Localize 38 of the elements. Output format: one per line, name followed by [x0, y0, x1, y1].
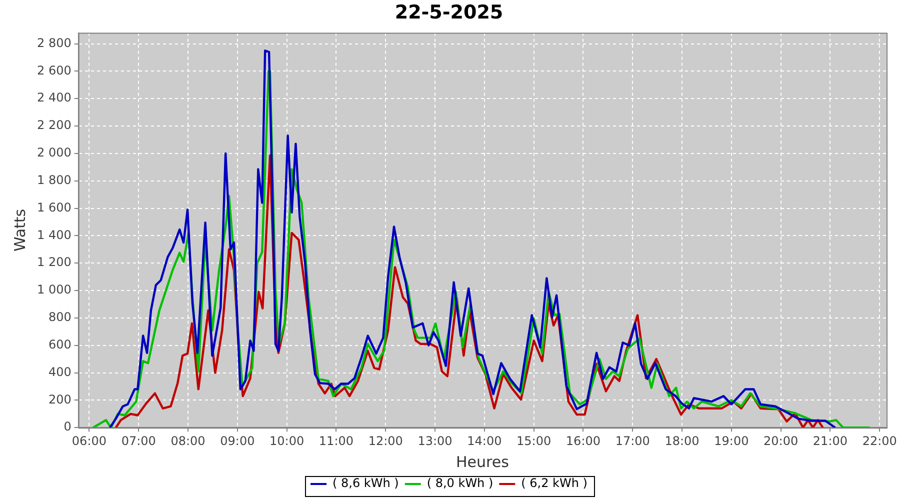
x-tick-label: 17:00: [615, 434, 650, 448]
x-tick-label: 12:00: [368, 434, 403, 448]
x-tick-label: 15:00: [516, 434, 552, 448]
x-tick-label: 11:00: [318, 434, 354, 448]
x-tick-label: 20:00: [764, 434, 798, 448]
legend-label: ( 6,2 kWh ): [521, 476, 588, 490]
y-tick-label: 2 800: [36, 36, 72, 50]
y-tick-label: 600: [48, 337, 72, 352]
y-tick-label: 1 000: [36, 282, 72, 297]
legend-label: ( 8,6 kWh ): [332, 476, 399, 490]
x-tick-label: 14:00: [467, 434, 502, 448]
x-tick-label: 21:00: [812, 434, 848, 448]
y-tick-label: 1 200: [36, 255, 72, 270]
x-tick-label: 09:00: [220, 434, 255, 448]
legend-label: ( 8,0 kWh ): [426, 476, 494, 490]
x-tick-label: 19:00: [714, 434, 749, 448]
y-tick-label: 400: [48, 364, 72, 379]
chart-title: 22-5-2025: [394, 1, 504, 24]
x-tick-label: 08:00: [170, 434, 206, 448]
y-tick-label: 2 000: [36, 146, 72, 160]
y-tick-label: 2 200: [36, 118, 72, 132]
x-tick-label: 07:00: [121, 434, 156, 448]
y-tick-label: 1 400: [36, 228, 72, 242]
y-tick-label: 200: [48, 392, 72, 406]
y-tick-label: 1 800: [36, 172, 72, 187]
y-tick-label: 0: [64, 420, 72, 434]
x-tick-label: 06:00: [72, 434, 107, 448]
x-axis-title: Heures: [456, 452, 510, 471]
x-tick-label: 22:00: [862, 434, 897, 448]
y-tick-label: 2 600: [36, 63, 72, 78]
x-tick-label: 18:00: [664, 434, 700, 448]
x-tick-label: 16:00: [566, 434, 601, 448]
y-tick-label: 2 400: [36, 90, 72, 105]
y-tick-label: 1 600: [36, 200, 72, 214]
x-tick-label: 13:00: [418, 434, 452, 448]
y-tick-label: 800: [48, 310, 72, 324]
y-axis-title: Watts: [10, 208, 29, 252]
x-tick-label: 10:00: [270, 434, 304, 448]
